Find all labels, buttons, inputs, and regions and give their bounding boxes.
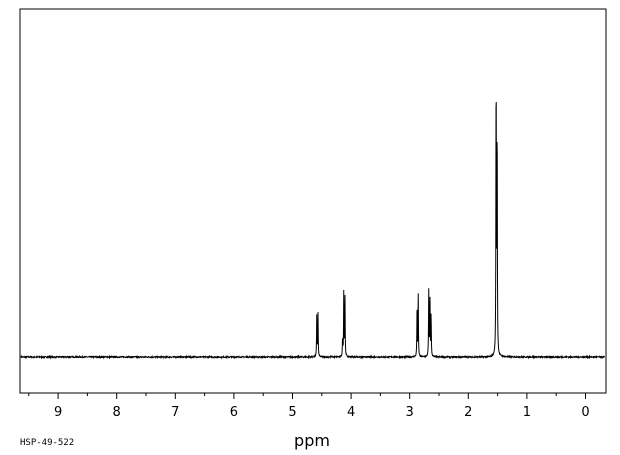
x-axis-ticks [28, 393, 586, 399]
x-tick-label: 8 [113, 405, 121, 420]
x-axis-tick-labels: 9 8 7 6 5 4 3 2 1 0 [54, 405, 590, 420]
x-tick-label: 0 [581, 405, 589, 420]
x-tick-label: 6 [230, 405, 238, 420]
sample-id-label: HSP-49-522 [20, 438, 74, 448]
plot-frame [19, 8, 607, 394]
spectrum-trace [20, 102, 606, 360]
x-tick-label: 4 [347, 405, 355, 420]
x-tick-label: 2 [464, 405, 472, 420]
x-axis-title: ppm [294, 431, 330, 450]
x-tick-label: 7 [171, 405, 179, 420]
x-tick-label: 3 [406, 405, 414, 420]
x-tick-label: 1 [523, 405, 531, 420]
x-tick-label: 9 [54, 405, 62, 420]
x-tick-label: 5 [288, 405, 296, 420]
